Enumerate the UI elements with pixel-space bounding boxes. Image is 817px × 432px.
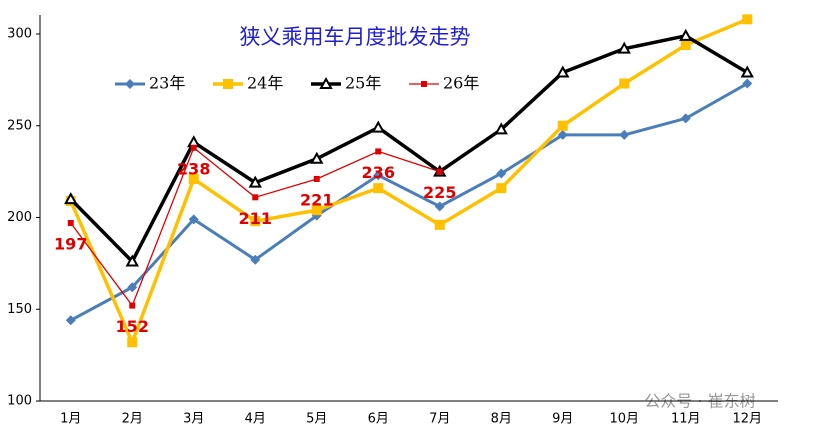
legend-marker — [223, 79, 233, 89]
legend-label: 25年 — [345, 74, 381, 93]
marker — [742, 78, 753, 89]
marker — [494, 122, 508, 135]
marker — [67, 220, 74, 227]
marker — [680, 113, 691, 124]
marker — [742, 14, 753, 25]
marker — [250, 254, 261, 265]
y-tick-label: 100 — [7, 394, 32, 409]
x-tick-label: 8月 — [491, 412, 512, 427]
data-label: 197 — [54, 235, 87, 254]
data-label: 221 — [300, 190, 333, 209]
marker — [434, 219, 445, 230]
marker — [127, 282, 138, 293]
legend-marker — [319, 76, 333, 89]
x-tick-label: 2月 — [122, 412, 143, 427]
legend-marker — [125, 79, 135, 89]
marker — [436, 168, 443, 175]
marker — [619, 129, 630, 140]
chart-title: 狭义乘用车月度批发走势 — [240, 25, 471, 49]
data-label: 238 — [177, 159, 210, 178]
legend-label: 26年 — [443, 74, 479, 93]
data-label: 211 — [239, 209, 272, 228]
y-tick-label: 200 — [7, 210, 32, 225]
marker — [127, 337, 138, 348]
marker — [617, 41, 631, 54]
y-tick-label: 250 — [7, 118, 32, 133]
marker — [556, 65, 570, 78]
marker — [129, 302, 136, 309]
marker — [311, 205, 322, 216]
marker — [190, 144, 197, 151]
series-line — [70, 82, 748, 322]
marker — [740, 65, 754, 78]
marker — [188, 173, 199, 184]
marker — [125, 254, 139, 267]
x-tick-label: 6月 — [368, 412, 389, 427]
marker — [250, 216, 261, 227]
marker — [557, 129, 568, 140]
data-label: 225 — [423, 183, 456, 202]
marker — [375, 148, 382, 155]
marker — [373, 170, 384, 181]
series-line — [69, 33, 749, 265]
y-tick-label: 150 — [7, 302, 32, 317]
marker — [679, 28, 693, 41]
x-tick-label: 1月 — [60, 412, 81, 427]
data-label: 152 — [116, 317, 149, 336]
marker — [434, 201, 445, 212]
marker — [371, 120, 385, 133]
marker — [188, 214, 199, 225]
marker — [557, 120, 568, 131]
x-tick-label: 3月 — [183, 412, 204, 427]
marker — [248, 175, 262, 188]
y-tick-label: 300 — [7, 27, 32, 42]
x-tick-label: 4月 — [245, 412, 266, 427]
marker — [373, 183, 384, 194]
x-tick-label: 5月 — [306, 412, 327, 427]
marker — [252, 194, 259, 201]
x-tick-label: 10月 — [609, 412, 639, 427]
x-tick-label: 9月 — [552, 412, 573, 427]
x-tick-label: 11月 — [671, 412, 701, 427]
marker — [313, 175, 320, 182]
legend-label: 24年 — [247, 74, 283, 93]
marker — [619, 78, 630, 89]
marker — [65, 315, 76, 326]
marker — [680, 40, 691, 51]
marker — [496, 183, 507, 194]
marker — [64, 192, 78, 205]
legend-label: 23年 — [149, 74, 185, 93]
data-label: 236 — [362, 163, 395, 182]
series-line — [69, 17, 748, 347]
legend-marker — [421, 81, 427, 87]
marker — [496, 168, 507, 179]
x-tick-label: 7月 — [429, 412, 450, 427]
x-tick-label: 12月 — [732, 412, 762, 427]
marker — [310, 151, 324, 164]
